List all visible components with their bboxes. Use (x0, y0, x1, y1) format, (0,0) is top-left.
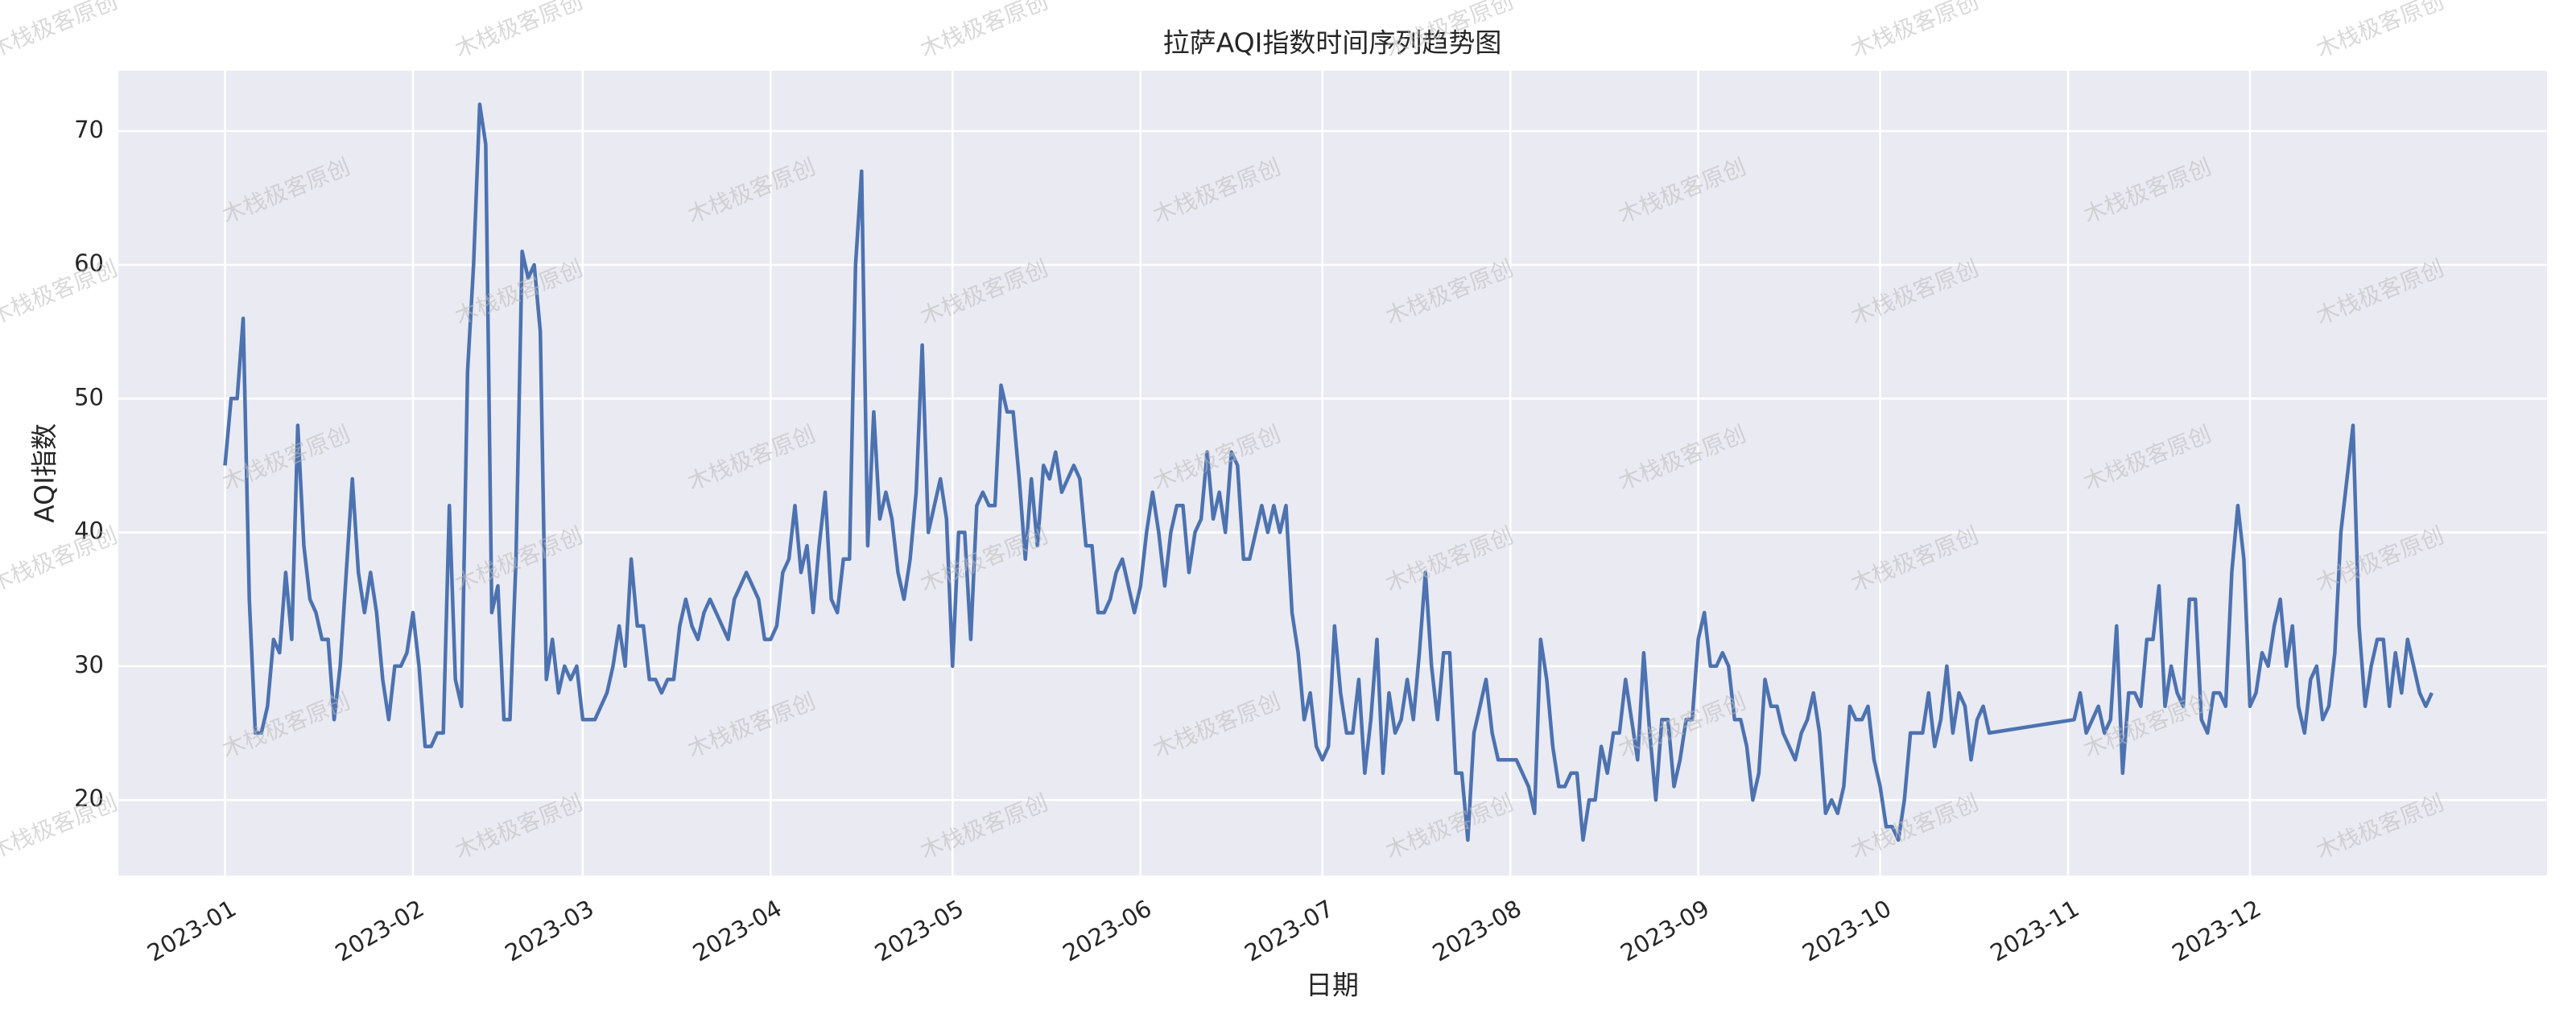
x-tick-label: 2023-08 (1428, 895, 1526, 967)
x-tick-label: 2023-01 (142, 895, 241, 967)
watermark: 木栈极客原创 (0, 254, 122, 330)
series (223, 102, 2434, 843)
x-axis-label: 日期 (1306, 970, 1359, 1001)
watermark: 木栈极客原创 (0, 0, 122, 63)
y-tick-label: 20 (74, 785, 104, 812)
y-tick-label: 70 (74, 116, 104, 143)
chart-title: 拉萨AQI指数时间序列趋势图 (1163, 27, 1502, 59)
watermark: 木栈极客原创 (2312, 0, 2447, 63)
y-tick-label: 50 (74, 383, 104, 410)
x-tick-label: 2023-06 (1058, 895, 1156, 967)
data-line (223, 102, 2434, 843)
x-tick-label: 2023-10 (1798, 895, 1896, 967)
watermark: 木栈极客原创 (1847, 0, 1982, 63)
x-tick-label: 2023-12 (2168, 895, 2266, 967)
x-tick-label: 2023-03 (500, 895, 598, 967)
watermark: 木栈极客原创 (0, 521, 122, 597)
x-tick-label: 2023-07 (1240, 895, 1338, 967)
x-tick-label: 2023-11 (1986, 895, 2084, 967)
y-tick-label: 30 (74, 651, 104, 678)
x-tick-label: 2023-04 (688, 895, 786, 967)
watermark: 木栈极客原创 (0, 789, 122, 864)
y-tick-label: 60 (74, 249, 104, 277)
plot-area (118, 71, 2547, 876)
x-tick-label: 2023-02 (331, 895, 429, 967)
x-tick-label: 2023-09 (1616, 895, 1714, 967)
watermark: 木栈极客原创 (451, 0, 586, 63)
watermark: 木栈极客原创 (916, 0, 1051, 63)
y-tick-label: 40 (74, 517, 104, 545)
grid (118, 71, 2547, 876)
y-axis-label: AQI指数 (29, 423, 60, 523)
x-tick-label: 2023-05 (870, 895, 968, 967)
